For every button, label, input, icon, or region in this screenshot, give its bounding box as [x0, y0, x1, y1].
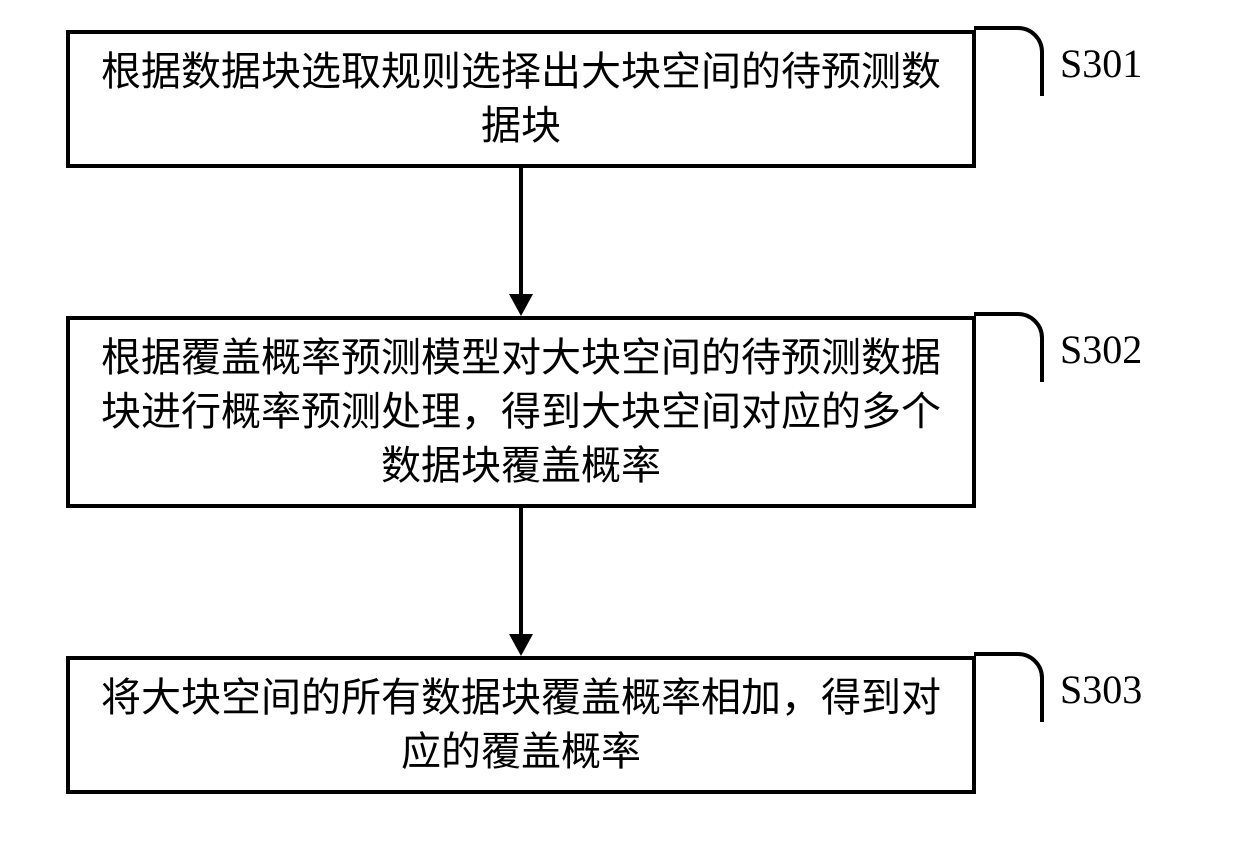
- arrow-s302-s303-shaft: [519, 508, 523, 634]
- arrow-s302-s303-head: [509, 634, 533, 656]
- step-label-text-s301: S301: [1060, 41, 1142, 86]
- bracket-s303: [974, 650, 1046, 722]
- flowchart-canvas: { "canvas": { "width": 1240, "height": 8…: [0, 0, 1240, 867]
- arrow-s301-s302-shaft: [519, 168, 523, 294]
- step-label-s303: S303: [1060, 666, 1142, 713]
- step-text-s303: 将大块空间的所有数据块覆盖概率相加，得到对应的覆盖概率: [90, 671, 952, 779]
- step-text-s301: 根据数据块选取规则选择出大块空间的待预测数据块: [90, 45, 952, 153]
- step-label-s302: S302: [1060, 326, 1142, 373]
- step-box-s302: 根据覆盖概率预测模型对大块空间的待预测数据块进行概率预测处理，得到大块空间对应的…: [66, 316, 976, 508]
- step-label-text-s303: S303: [1060, 667, 1142, 712]
- bracket-s302: [974, 310, 1046, 382]
- bracket-s301: [974, 24, 1046, 96]
- step-box-s301: 根据数据块选取规则选择出大块空间的待预测数据块: [66, 30, 976, 168]
- step-label-text-s302: S302: [1060, 327, 1142, 372]
- step-box-s303: 将大块空间的所有数据块覆盖概率相加，得到对应的覆盖概率: [66, 656, 976, 794]
- step-label-s301: S301: [1060, 40, 1142, 87]
- step-text-s302: 根据覆盖概率预测模型对大块空间的待预测数据块进行概率预测处理，得到大块空间对应的…: [90, 331, 952, 493]
- arrow-s301-s302-head: [509, 294, 533, 316]
